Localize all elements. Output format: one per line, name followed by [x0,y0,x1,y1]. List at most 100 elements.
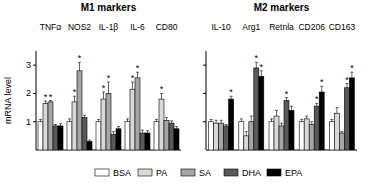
category-label: CD80 [156,22,178,32]
figure: M1 markersmRNA level123TNFαNOS2IL-1βIL-6… [0,0,371,186]
bar [58,126,63,150]
bar [269,122,274,150]
y-tick-label: 1 [26,117,31,127]
significance-mark: * [320,77,324,87]
error-bar [310,122,313,125]
legend-swatch [181,169,195,176]
legend-swatch [138,169,152,176]
category-label: CD163 [329,22,356,32]
bar [96,122,101,150]
bar [38,122,43,150]
bar [125,122,130,150]
bar [299,122,304,150]
error-bar [97,119,100,121]
y-tick-label: 3 [26,60,31,70]
error-bar [250,116,253,122]
significance-mark: * [315,94,319,104]
bar [77,71,82,150]
bar [82,117,87,150]
significance-mark: * [255,53,259,63]
bar [229,99,234,150]
legend-swatch [224,169,238,176]
y-tick [203,93,206,94]
error-bar [112,132,115,135]
bar [209,122,214,150]
error-bar [225,125,228,126]
bar [159,99,164,150]
significance-mark: * [78,53,82,63]
category-label: IL-1β [99,22,119,32]
significance-mark: * [73,87,77,97]
category-label: IL-10 [211,22,231,32]
bar [214,123,219,150]
bars [209,62,355,150]
bar [249,122,254,150]
legend-swatch [95,169,109,176]
bar [254,68,259,150]
bar [279,126,284,150]
error-bar [146,131,149,133]
bar [224,126,229,150]
bar [304,119,309,150]
bar [48,102,53,150]
legend-label: SA [199,168,211,178]
error-bar [88,140,91,141]
bar [140,133,145,150]
error-bar [335,108,338,114]
error-bar [270,119,273,122]
bar [67,122,72,150]
error-bar [275,110,278,116]
bar [239,122,244,150]
error-bar [280,123,283,126]
error-bar [78,62,81,70]
error-bar [340,132,343,133]
significance-mark: * [107,73,111,83]
y-tick [203,65,206,66]
bar [174,129,179,150]
significance-mark: * [44,92,48,102]
bars [38,62,179,150]
category-label: CD206 [298,22,325,32]
bar [53,126,58,150]
error-bar [107,82,110,93]
y-tick [33,65,36,66]
legend-label: EPA [285,168,302,178]
bar [289,110,294,150]
bar [145,133,150,150]
bar [130,89,135,150]
error-bar [210,119,213,121]
bar [319,92,324,150]
category-label: Arg1 [242,22,260,32]
category-label: TNFα [40,22,62,32]
bar [349,78,354,150]
error-bar [240,119,243,122]
error-bar [155,119,158,121]
error-bar [102,92,105,99]
panel-title: M2 markers [254,2,310,13]
significance-mark: * [160,84,164,94]
bar [259,76,264,150]
significance-mark: * [136,63,140,73]
error-bar [305,116,308,119]
category-label: IL-6 [130,22,145,32]
y-tick-label: 2 [26,88,31,98]
error-bar [131,82,134,89]
significance-mark: * [350,63,354,73]
bar [219,123,224,150]
bar [164,120,169,150]
significance-mark: * [260,62,264,72]
y-tick [33,121,36,122]
legend-swatch [267,169,281,176]
significance-mark: * [285,89,289,99]
error-bar [175,127,178,129]
error-bar [220,120,223,123]
y-axis-label: mRNA level [3,77,13,124]
bar [244,136,249,150]
legend-label: PA [156,168,167,178]
error-bar [330,119,333,121]
significance-mark: * [131,73,135,83]
error-bar [68,119,71,122]
category-label: Retnla [269,22,294,32]
error-bar [83,115,86,117]
panel-title: M1 markers [81,2,137,13]
